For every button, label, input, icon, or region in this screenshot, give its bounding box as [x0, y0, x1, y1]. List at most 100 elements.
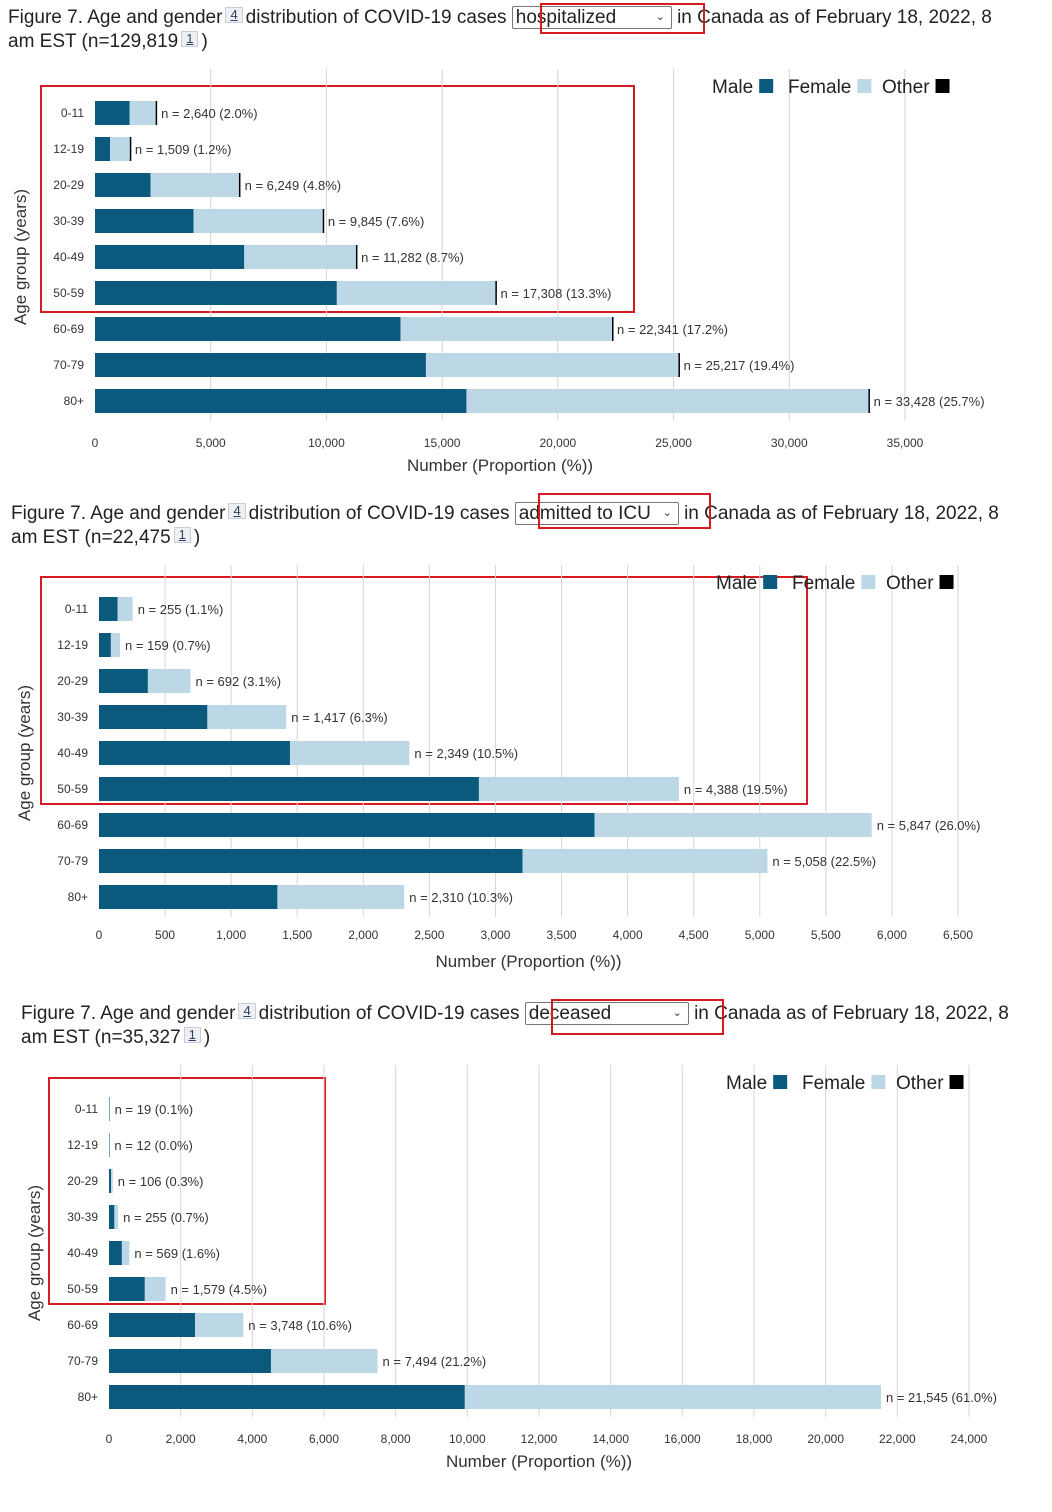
bar-female	[270, 1349, 378, 1373]
x-axis-title: Number (Proportion (%))	[407, 456, 593, 475]
x-tick-label: 1,000	[216, 928, 246, 942]
legend-swatch	[759, 79, 774, 93]
bar-value-label: n = 1,579 (4.5%)	[171, 1282, 267, 1297]
legend-swatch	[861, 575, 876, 589]
y-category-label: 0-11	[61, 106, 84, 120]
bar-female	[117, 597, 133, 621]
bar-value-label: n = 12 (0.0%)	[114, 1138, 192, 1153]
bar-female	[336, 281, 496, 305]
y-category-label: 12-19	[53, 142, 84, 156]
bar-male	[109, 1349, 271, 1373]
title-text: Figure 7. Age and gender	[8, 7, 223, 28]
bar-male	[109, 1277, 145, 1301]
y-category-label: 12-19	[57, 638, 88, 652]
bar-value-label: n = 106 (0.3%)	[118, 1174, 204, 1189]
bar-female	[594, 813, 872, 837]
bar-female	[114, 1205, 119, 1229]
bar-male	[109, 1205, 115, 1229]
footnote-link[interactable]: 1	[181, 31, 199, 47]
bar-value-label: n = 6,249 (4.8%)	[245, 178, 341, 193]
title-text: )	[203, 1027, 211, 1048]
bar-male	[109, 1385, 465, 1409]
bar-female	[121, 1241, 130, 1265]
x-tick-label: 5,000	[745, 928, 775, 942]
footnote-link[interactable]: 1	[173, 527, 191, 543]
y-category-label: 70-79	[53, 358, 84, 372]
bar-value-label: n = 2,349 (10.5%)	[414, 746, 518, 761]
bar-value-label: n = 255 (0.7%)	[123, 1210, 209, 1225]
bar-value-label: n = 692 (3.1%)	[195, 674, 281, 689]
bar-male	[95, 101, 130, 125]
bar-male	[95, 245, 245, 269]
legend-label: Male	[716, 573, 757, 594]
bar-male	[95, 317, 401, 341]
y-category-label: 80+	[64, 394, 84, 408]
case-type-select[interactable]: deceased ⌄	[524, 1002, 689, 1025]
x-tick-label: 3,000	[480, 928, 510, 942]
title-text: distribution of COVID-19 cases	[248, 503, 510, 524]
y-category-label: 80+	[78, 1390, 98, 1404]
x-tick-label: 8,000	[381, 1432, 411, 1446]
legend-swatch	[935, 79, 950, 93]
x-tick-label: 3,500	[547, 928, 577, 942]
case-type-selected: admitted to ICU	[518, 503, 651, 524]
footnote-link[interactable]: 4	[228, 503, 246, 519]
case-type-select[interactable]: admitted to ICU ⌄	[514, 502, 679, 525]
legend-label: Female	[802, 1073, 865, 1094]
bar-value-label: n = 33,428 (25.7%)	[874, 394, 985, 409]
bar-female	[277, 885, 405, 909]
footnote-link[interactable]: 1	[183, 1027, 201, 1043]
bar-male	[109, 1241, 122, 1265]
bar-other	[322, 209, 325, 233]
bar-male	[99, 633, 111, 657]
title-text: in Canada as of February 18, 2022, 8	[684, 503, 999, 524]
legend-label: Female	[792, 573, 855, 594]
x-tick-label: 5,000	[196, 436, 226, 450]
bar-value-label: n = 5,058 (22.5%)	[772, 854, 876, 869]
bar-male	[99, 813, 595, 837]
y-category-label: 30-39	[57, 710, 88, 724]
chevron-down-icon: ⌄	[655, 11, 665, 23]
y-category-label: 50-59	[57, 782, 88, 796]
legend-swatch	[949, 1075, 964, 1089]
bar-male	[99, 849, 523, 873]
title-text: distribution of COVID-19 cases	[245, 7, 507, 28]
bar-other	[868, 389, 870, 413]
y-category-label: 30-39	[53, 214, 84, 228]
bar-female	[478, 777, 679, 801]
bar-value-label: n = 22,341 (17.2%)	[617, 322, 728, 337]
bar-other	[678, 353, 680, 377]
bar-female	[144, 1277, 166, 1301]
y-category-label: 50-59	[67, 1282, 98, 1296]
bar-female	[207, 705, 287, 729]
chart-svg: 0 2,000 4,000 6,000 8,000 10,000 12,000 14,000 1…	[25, 1065, 997, 1471]
bar-male	[95, 173, 151, 197]
x-tick-label: 5,500	[811, 928, 841, 942]
bar-value-label: n = 3,748 (10.6%)	[248, 1318, 352, 1333]
bar-other	[495, 281, 497, 305]
x-tick-label: 12,000	[521, 1432, 558, 1446]
legend-label: Other	[896, 1073, 944, 1094]
footnote-link[interactable]: 4	[225, 7, 243, 23]
title-text: in Canada as of February 18, 2022, 8	[677, 7, 992, 28]
x-tick-label: 18,000	[736, 1432, 773, 1446]
bar-female	[109, 1133, 110, 1157]
x-axis-title: Number (Proportion (%))	[446, 1452, 632, 1471]
bar-female	[129, 101, 156, 125]
x-tick-label: 14,000	[592, 1432, 629, 1446]
x-tick-label: 24,000	[951, 1432, 988, 1446]
y-axis-title: Age group (years)	[25, 1185, 44, 1321]
bar-value-label: n = 25,217 (19.4%)	[684, 358, 795, 373]
y-category-label: 20-29	[53, 178, 84, 192]
title-text: Figure 7. Age and gender	[21, 1003, 236, 1024]
footnote-link[interactable]: 4	[238, 1003, 256, 1019]
bar-female	[522, 849, 768, 873]
x-axis-title: Number (Proportion (%))	[435, 952, 621, 971]
bar-female	[466, 389, 869, 413]
bar-value-label: n = 569 (1.6%)	[134, 1246, 220, 1261]
legend-label: Other	[886, 573, 934, 594]
bar-male	[95, 353, 426, 377]
legend-label: Other	[882, 77, 930, 98]
bar-other	[612, 317, 614, 341]
x-tick-label: 25,000	[655, 436, 692, 450]
